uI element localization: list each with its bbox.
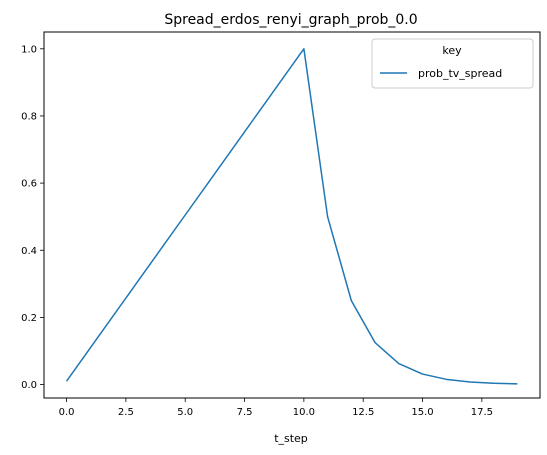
x-axis-label: t_step — [274, 432, 308, 445]
x-tick-label: 5.0 — [177, 407, 193, 418]
legend: key prob_tv_spread — [371, 38, 534, 89]
x-tick-label: 0.0 — [59, 407, 75, 418]
y-tick-label: 0.4 — [21, 246, 37, 257]
x-axis: 0.0 2.5 5.0 7.5 10.0 12.5 15.0 17.5 — [59, 398, 493, 418]
x-tick-label: 2.5 — [118, 407, 134, 418]
legend-title: key — [442, 44, 462, 57]
y-tick-label: 0.8 — [21, 111, 37, 122]
chart-title: Spread_erdos_renyi_graph_prob_0.0 — [164, 12, 417, 28]
x-tick-label: 15.0 — [411, 407, 433, 418]
y-tick-label: 0.2 — [21, 313, 37, 324]
y-tick-label: 0.0 — [21, 380, 37, 391]
legend-label-prob-tv-spread: prob_tv_spread — [418, 67, 502, 80]
x-tick-label: 10.0 — [293, 407, 315, 418]
y-axis: 0.0 0.2 0.4 0.6 0.8 1.0 — [21, 44, 44, 391]
x-tick-label: 7.5 — [237, 407, 253, 418]
plot-area — [43, 31, 541, 399]
x-tick-label: 12.5 — [352, 407, 374, 418]
legend-frame — [371, 38, 534, 89]
series-layer — [65, 48, 518, 385]
series-line-prob-tv-spread — [65, 48, 518, 385]
x-tick-label: 17.5 — [471, 407, 493, 418]
plot-frame — [43, 31, 541, 399]
y-tick-label: 1.0 — [21, 44, 37, 55]
y-tick-label: 0.6 — [21, 179, 37, 190]
